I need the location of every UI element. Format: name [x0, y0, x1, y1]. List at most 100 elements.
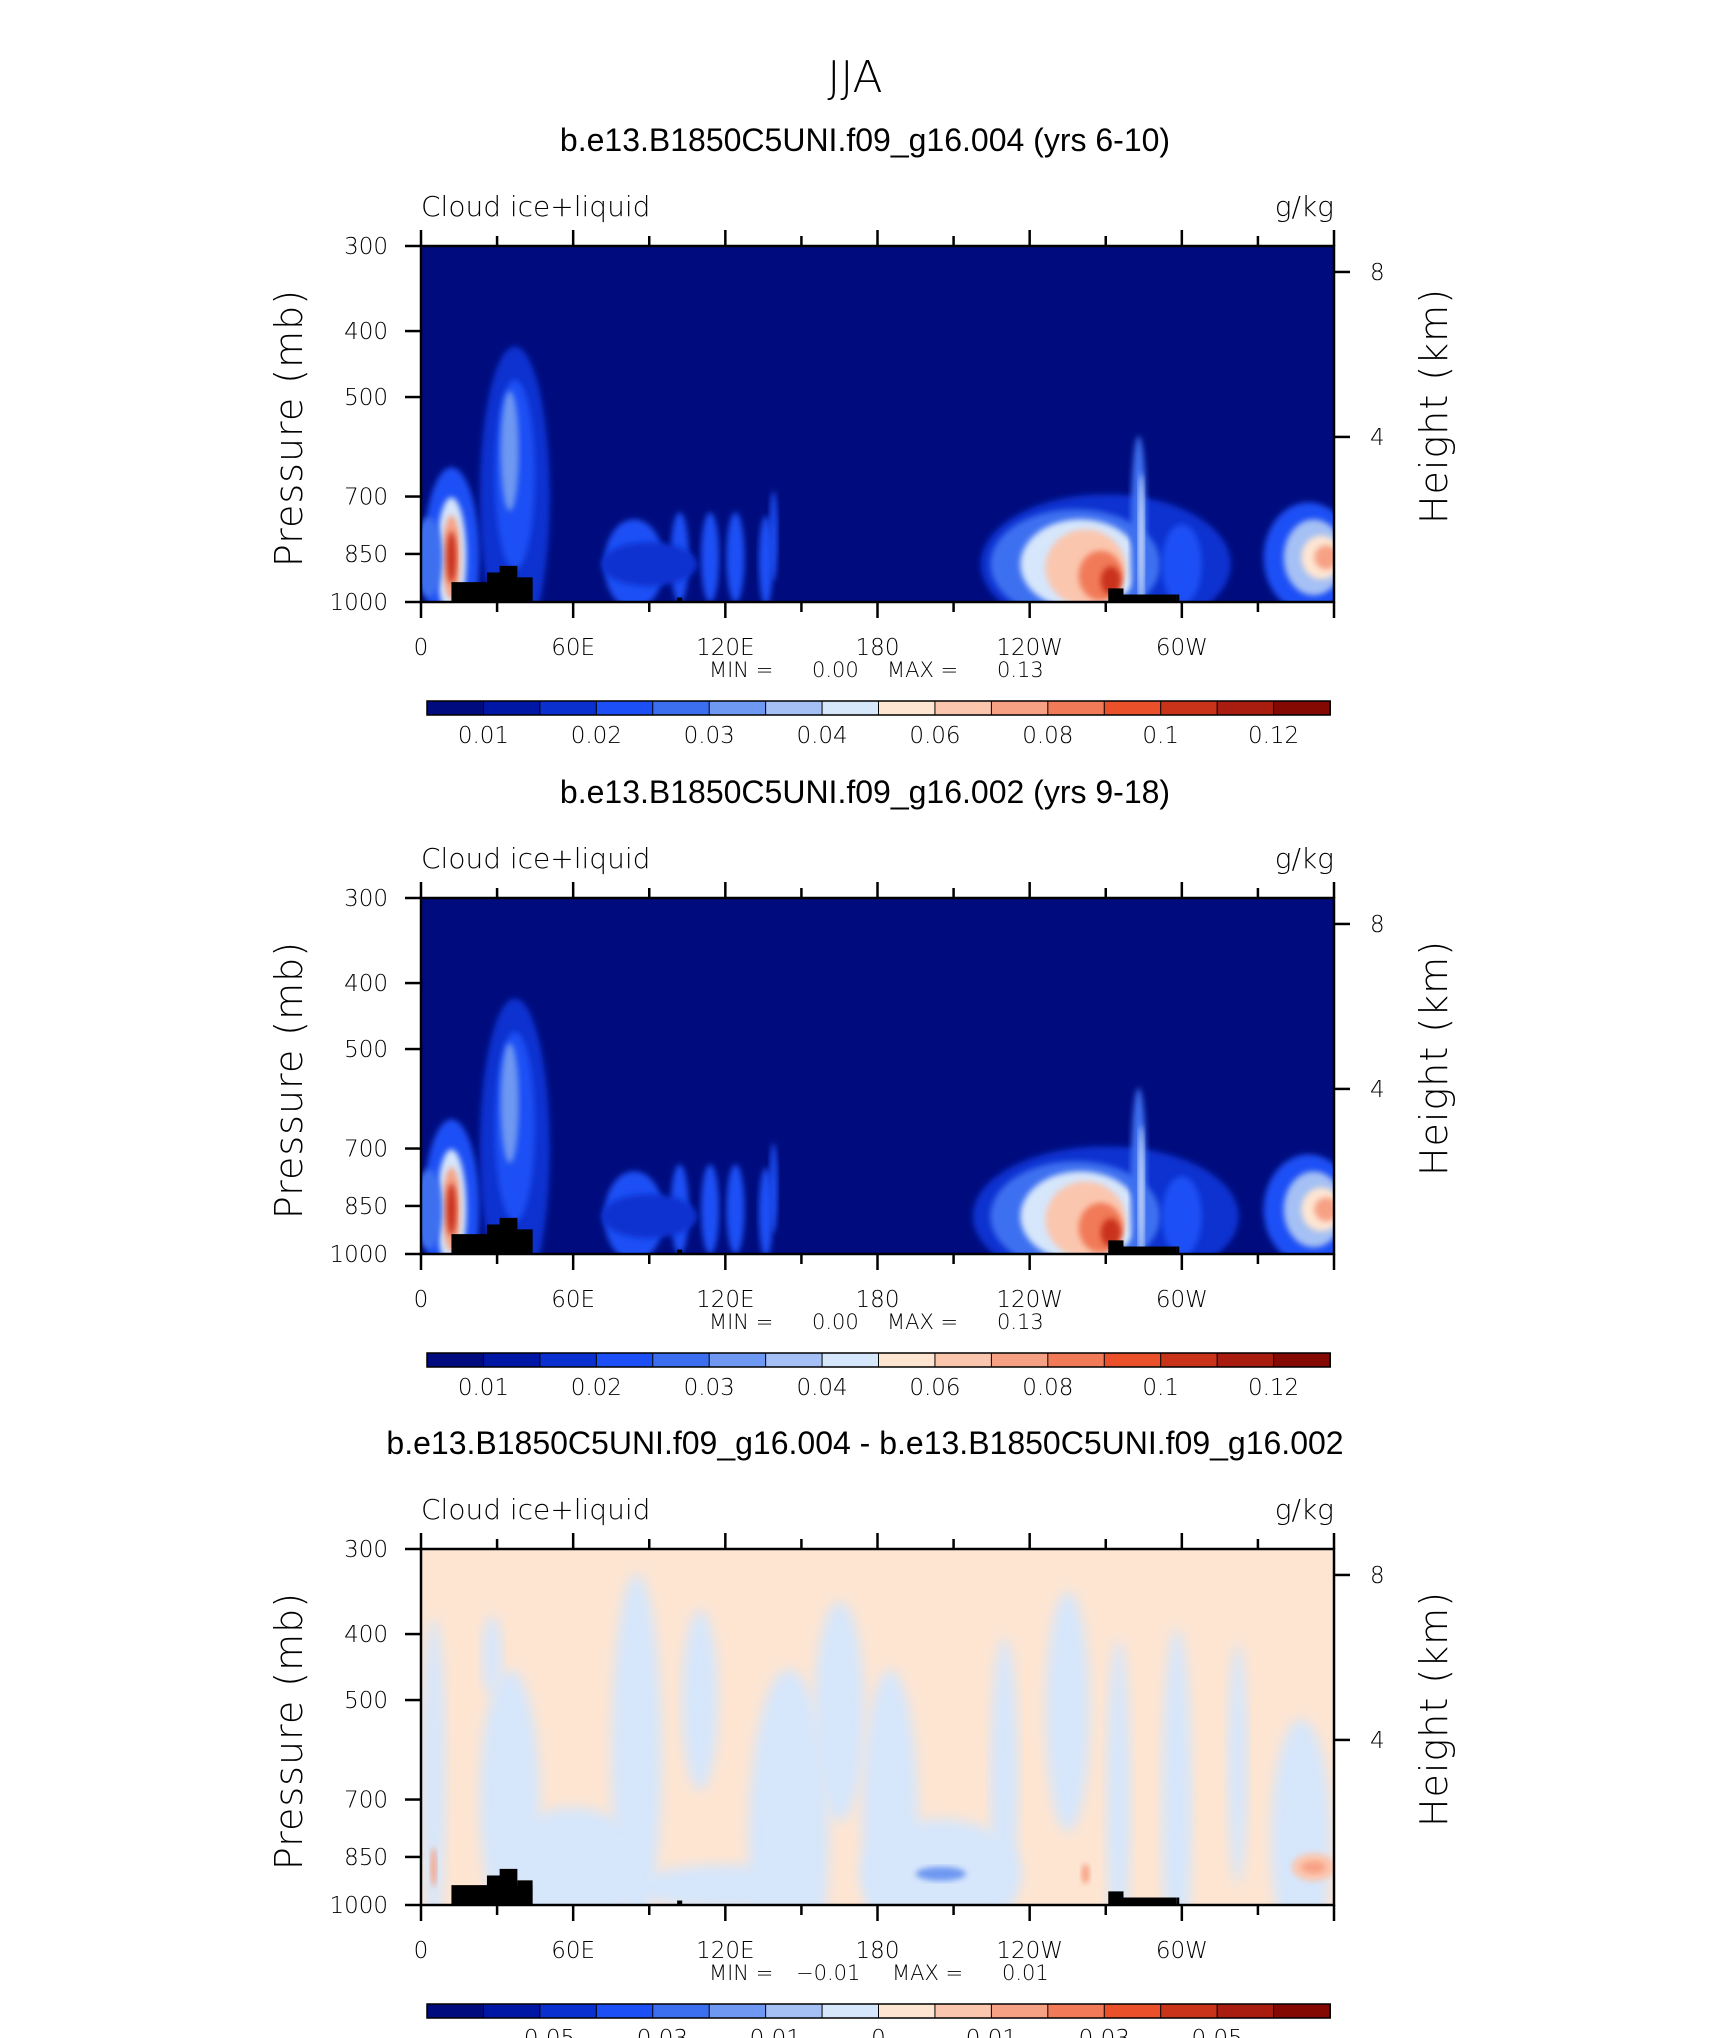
max-label: MAX = — [887, 658, 958, 682]
y-tick-label: 850 — [344, 1194, 388, 1220]
colorbar-swatch — [934, 700, 993, 716]
colorbar-swatch — [934, 1352, 993, 1368]
diff-contour — [1106, 1639, 1131, 1905]
colorbar-label: 0.1 — [1142, 1375, 1179, 1401]
y-tick-label: 1000 — [329, 1893, 388, 1919]
cloud-contour — [769, 1143, 778, 1234]
topography-mask — [1176, 1246, 1180, 1254]
colorbar-swatch — [1047, 2003, 1106, 2019]
cloud-contour — [601, 1194, 698, 1239]
x-tick-label: 60E — [551, 635, 595, 661]
cloud-contour — [726, 1164, 745, 1254]
colorbar-swatch — [878, 2003, 936, 2019]
cloud-contour — [1100, 566, 1121, 595]
colorbar-swatch — [482, 2003, 541, 2019]
topography-mask — [677, 597, 683, 602]
topography-mask — [677, 1900, 683, 1905]
cloud-contour — [1100, 1218, 1121, 1247]
diff-contour — [1081, 1863, 1090, 1884]
y-tick-label: 1000 — [329, 590, 388, 616]
colorbar-swatch — [1216, 700, 1275, 716]
diff-contour — [482, 1615, 503, 1696]
colorbar-swatch — [539, 2003, 598, 2019]
topography-mask — [517, 577, 533, 602]
y-tick-label: 300 — [344, 234, 388, 260]
panel-3: b.e13.B1850C5UNI.f09_g16.004 - b.e13.B18… — [267, 1425, 1456, 2038]
topography-mask — [677, 1249, 683, 1254]
topography-mask — [1176, 594, 1180, 602]
y-tick-label: 850 — [344, 542, 388, 568]
colorbar-swatch — [1273, 1352, 1331, 1368]
cloud-contour — [446, 531, 457, 584]
x-tick-label: 180 — [856, 635, 900, 661]
x-tick-label: 120E — [696, 635, 754, 661]
colorbar-label: 0.04 — [796, 1375, 847, 1401]
panel-1: b.e13.B1850C5UNI.f09_g16.004 (yrs 6-10) C… — [267, 122, 1456, 749]
y2-tick-label: 8 — [1370, 260, 1385, 286]
left-string: Cloud ice+liquid — [421, 190, 650, 223]
min-label: MIN = — [709, 658, 773, 682]
colorbar-swatch — [990, 2003, 1049, 2019]
panel-2: b.e13.B1850C5UNI.f09_g16.002 (yrs 9-18) C… — [267, 774, 1456, 1401]
colorbar-swatch — [1160, 700, 1219, 716]
x-tick-label: 60W — [1156, 1287, 1208, 1313]
colorbar-label: −0.01 — [730, 2026, 800, 2038]
colorbar-label: 0.03 — [684, 1375, 735, 1401]
diff-contour — [915, 1866, 966, 1881]
colorbar-swatch — [821, 2003, 880, 2019]
diff-contour — [421, 1617, 446, 1905]
diff-contour — [1045, 1591, 1090, 1832]
colorbar-frame — [426, 700, 1331, 716]
colorbar-label: 0.01 — [966, 2026, 1017, 2038]
units-string: g/kg — [1275, 1493, 1334, 1526]
diff-contour — [1161, 1627, 1192, 1905]
y-tick-label: 700 — [344, 485, 388, 511]
y-tick-label: 700 — [344, 1788, 388, 1814]
colorbar-label: 0.02 — [571, 723, 622, 749]
cloud-contour — [1314, 545, 1334, 570]
min-value: −0.01 — [796, 1961, 860, 1985]
left-string: Cloud ice+liquid — [421, 842, 650, 875]
cloud-contour — [500, 1042, 519, 1163]
colorbar-swatch — [595, 700, 654, 716]
y2-axis-label: Height (km) — [1412, 940, 1456, 1176]
cloud-contour — [1161, 524, 1202, 602]
colorbar-label: −0.03 — [618, 2026, 688, 2038]
colorbar-label: 0.03 — [1079, 2026, 1130, 2038]
y2-tick-label: 4 — [1370, 1728, 1385, 1754]
cloud-contour — [758, 515, 773, 602]
y-tick-label: 500 — [344, 1688, 388, 1714]
colorbar-swatch — [708, 2003, 767, 2019]
diff-contour — [1301, 1861, 1326, 1874]
colorbar-frame — [426, 1352, 1331, 1368]
panel-title: b.e13.B1850C5UNI.f09_g16.004 (yrs 6-10) — [560, 122, 1170, 158]
colorbar-swatch — [482, 1352, 541, 1368]
x-tick-label: 0 — [414, 1938, 429, 1964]
colorbar-swatch — [426, 2003, 485, 2019]
cloud-contour — [1138, 1125, 1145, 1254]
x-tick-label: 60E — [551, 1938, 595, 1964]
y2-tick-label: 4 — [1370, 425, 1385, 451]
colorbar-swatch — [821, 700, 880, 716]
y2-tick-label: 8 — [1370, 1563, 1385, 1589]
topography-mask — [1176, 1897, 1180, 1905]
x-tick-label: 60W — [1156, 635, 1208, 661]
colorbar-swatch — [652, 1352, 711, 1368]
colorbar-swatch — [765, 700, 824, 716]
contour-field — [421, 1549, 1334, 1905]
colorbar-label: 0.03 — [684, 723, 735, 749]
colorbar-label: 0.05 — [1192, 2026, 1243, 2038]
x-tick-label: 0 — [414, 1287, 429, 1313]
colorbar-swatch — [595, 1352, 654, 1368]
colorbar-swatch — [426, 700, 485, 716]
colorbar-swatch — [595, 2003, 654, 2019]
colorbar-swatch — [1103, 700, 1162, 716]
x-tick-label: 120E — [696, 1938, 754, 1964]
y-axis-label: Pressure (mb) — [267, 289, 311, 567]
colorbar-swatch — [990, 700, 1049, 716]
colorbar-swatch — [1273, 700, 1331, 716]
min-value: 0.00 — [812, 658, 859, 682]
max-value: 0.13 — [997, 1310, 1044, 1334]
cloud-contour — [446, 1183, 457, 1236]
